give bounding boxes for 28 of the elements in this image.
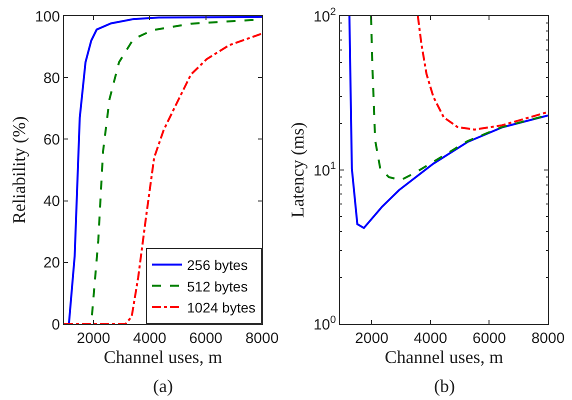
y-tick-label: 80: [43, 70, 60, 87]
y-axis-title: Reliability (%): [9, 116, 30, 224]
text: (a): [153, 376, 173, 396]
x-tick-label: 4000: [132, 330, 166, 347]
legend-label: 256 bytes: [187, 257, 248, 274]
legend-label: 512 bytes: [187, 278, 248, 294]
x-tick-label: 8000: [531, 330, 565, 347]
legend-label: 1024 bytes: [187, 299, 256, 316]
text: (b): [434, 376, 455, 396]
y-tick-label: 60: [43, 131, 60, 148]
y-axis-title: Latency (ms): [288, 122, 308, 218]
x-tick-label: 6000: [472, 330, 506, 347]
y-tick-label: 100: [34, 8, 60, 26]
y-tick-label: 10$^{0}$: [313, 314, 336, 334]
x-tick-label: 8000: [245, 330, 279, 347]
x-axis-title: Channel uses, m: [384, 347, 504, 367]
line-series: [348, 16, 548, 230]
y-tick-label: 40: [43, 193, 60, 210]
y-tick-label: 10$^{1}$: [313, 160, 336, 180]
y-tick-label: 10$^{2}$: [313, 6, 336, 26]
x-tick-label: 2000: [355, 330, 388, 347]
y-tick-label: 0: [52, 316, 60, 334]
line-series: [416, 16, 548, 131]
x-axis-title: Channel uses, m: [104, 347, 222, 367]
x-tick-label: 6000: [189, 330, 223, 347]
y-tick-label: 20: [43, 254, 60, 272]
x-tick-label: 4000: [414, 330, 448, 347]
x-tick-label: 2000: [76, 330, 110, 347]
